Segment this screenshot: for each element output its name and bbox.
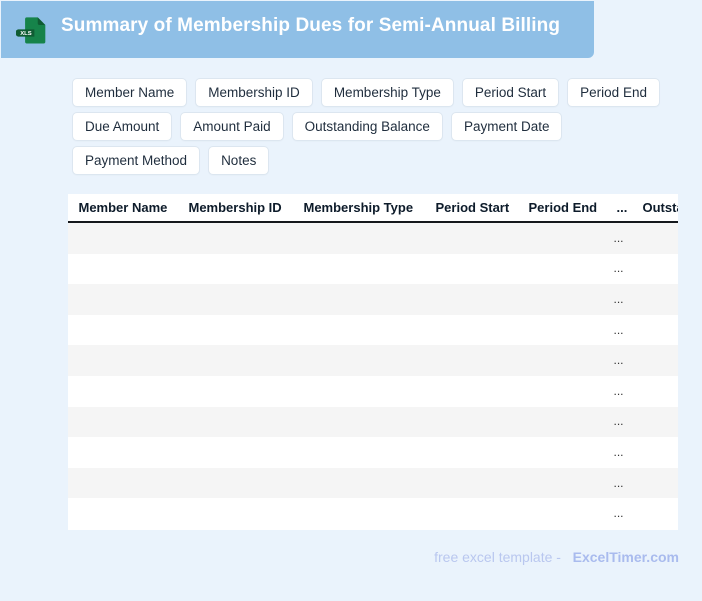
svg-text:XLS: XLS [20, 31, 32, 37]
